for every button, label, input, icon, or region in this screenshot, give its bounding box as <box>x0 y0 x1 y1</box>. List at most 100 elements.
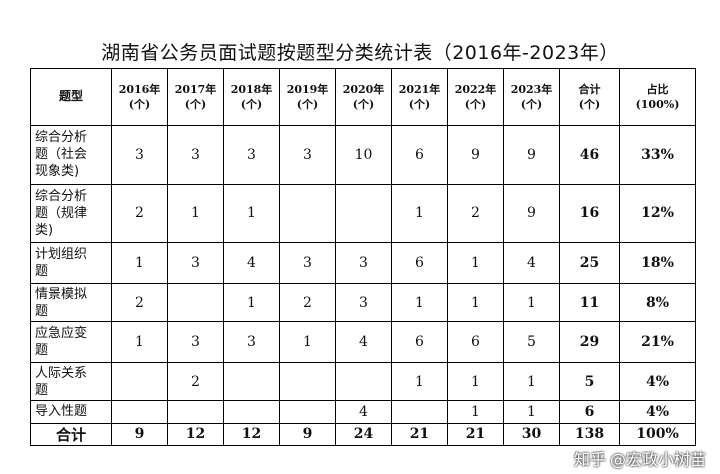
header-year: 2016年 (个) <box>111 68 168 126</box>
cell-value: 9 <box>503 124 560 185</box>
cell-value <box>391 400 448 424</box>
cell-value: 1 <box>447 400 504 424</box>
cell-value: 1 <box>391 183 448 244</box>
cell-value: 6 <box>391 321 448 363</box>
total-value: 9 <box>111 422 168 447</box>
stats-table: 题型 2016年 (个) 2017年 (个) 2018年 (个) 2019年 (个) 2… <box>30 68 696 447</box>
cell-value: 2 <box>111 282 168 323</box>
cell-value: 6 <box>391 124 448 185</box>
cell-value <box>223 400 280 424</box>
cell-total: 6 <box>559 400 620 424</box>
cell-value: 6 <box>447 321 504 363</box>
table-row: 人际关系题 2 1 1 1 5 4% <box>30 361 696 402</box>
row-type-label: 计划组织题 <box>30 242 112 284</box>
table-row: 计划组织题 1 3 4 3 3 6 1 4 25 18% <box>30 242 696 284</box>
cell-value: 2 <box>279 282 336 323</box>
cell-value: 6 <box>391 242 448 284</box>
cell-value: 4 <box>335 400 392 424</box>
cell-value <box>279 183 336 244</box>
table-row: 综合分析 题（规律 类) 2 1 1 1 2 9 16 12% <box>30 183 696 244</box>
cell-value <box>279 361 336 402</box>
cell-value: 1 <box>503 400 560 424</box>
total-value: 24 <box>335 422 392 447</box>
cell-value: 9 <box>503 183 560 244</box>
total-value: 30 <box>503 422 560 447</box>
cell-value: 3 <box>167 124 224 185</box>
header-year: 2020年 (个) <box>335 68 392 126</box>
total-value: 9 <box>279 422 336 447</box>
total-value: 21 <box>391 422 448 447</box>
cell-total: 25 <box>559 242 620 284</box>
table-row: 导入性题 4 1 1 6 4% <box>30 400 696 424</box>
cell-value: 1 <box>447 282 504 323</box>
row-type-label: 人际关系题 <box>30 361 112 402</box>
cell-value: 1 <box>503 361 560 402</box>
cell-value: 3 <box>167 321 224 363</box>
cell-value: 2 <box>167 361 224 402</box>
table-title: 湖南省公务员面试题按题型分类统计表（2016年-2023年） <box>101 42 619 64</box>
header-year: 2018年 (个) <box>223 68 280 126</box>
cell-value: 1 <box>167 183 224 244</box>
cell-value <box>279 400 336 424</box>
cell-value: 3 <box>279 124 336 185</box>
header-total: 合计 (个) <box>559 68 620 126</box>
cell-total: 46 <box>559 124 620 185</box>
cell-value: 1 <box>503 282 560 323</box>
cell-value: 4 <box>503 242 560 284</box>
cell-ratio: 33% <box>619 124 696 185</box>
cell-value: 2 <box>111 183 168 244</box>
row-type-label: 综合分析 题（社会 现象类) <box>30 124 112 185</box>
cell-ratio: 4% <box>619 361 696 402</box>
cell-value: 1 <box>223 183 280 244</box>
header-year: 2023年 (个) <box>503 68 560 126</box>
cell-value: 3 <box>335 282 392 323</box>
totals-label: 合计 <box>30 422 112 447</box>
grand-total: 138 <box>559 422 620 447</box>
total-value: 21 <box>447 422 504 447</box>
header-ratio: 占比 (100%) <box>619 68 696 126</box>
watermark: 知乎 @宏政小树苗 <box>574 446 706 470</box>
cell-ratio: 8% <box>619 282 696 323</box>
header-year: 2019年 (个) <box>279 68 336 126</box>
totals-row: 合计 9 12 12 9 24 21 21 30 138 100% <box>30 422 696 447</box>
cell-value: 1 <box>391 361 448 402</box>
cell-value: 1 <box>111 321 168 363</box>
header-year: 2021年 (个) <box>391 68 448 126</box>
cell-value: 4 <box>335 321 392 363</box>
cell-value <box>335 183 392 244</box>
cell-value: 9 <box>447 124 504 185</box>
header-row: 题型 2016年 (个) 2017年 (个) 2018年 (个) 2019年 (个) 2… <box>30 68 696 126</box>
cell-total: 11 <box>559 282 620 323</box>
cell-value: 3 <box>279 242 336 284</box>
cell-value: 10 <box>335 124 392 185</box>
total-value: 12 <box>223 422 280 447</box>
row-type-label: 情景模拟题 <box>30 282 112 323</box>
cell-value: 1 <box>391 282 448 323</box>
header-type: 题型 <box>30 68 112 126</box>
grand-ratio: 100% <box>619 422 696 447</box>
cell-value: 4 <box>223 242 280 284</box>
cell-value: 1 <box>111 242 168 284</box>
zhihu-logo: 知乎 <box>573 450 606 469</box>
cell-value <box>167 400 224 424</box>
cell-value: 3 <box>167 242 224 284</box>
row-type-label: 综合分析 题（规律 类) <box>30 183 112 244</box>
cell-total: 16 <box>559 183 620 244</box>
cell-value: 3 <box>223 321 280 363</box>
cell-value <box>111 400 168 424</box>
cell-value <box>167 282 224 323</box>
cell-value: 1 <box>223 282 280 323</box>
watermark-author: @宏政小树苗 <box>609 450 706 469</box>
cell-value: 3 <box>335 242 392 284</box>
cell-value: 2 <box>447 183 504 244</box>
row-type-label: 导入性题 <box>30 400 112 424</box>
cell-ratio: 12% <box>619 183 696 244</box>
header-year: 2022年 (个) <box>447 68 504 126</box>
row-type-label: 应急应变题 <box>30 321 112 363</box>
total-value: 12 <box>167 422 224 447</box>
cell-value: 3 <box>111 124 168 185</box>
cell-value: 1 <box>279 321 336 363</box>
cell-value <box>223 361 280 402</box>
cell-total: 29 <box>559 321 620 363</box>
cell-value: 1 <box>447 361 504 402</box>
